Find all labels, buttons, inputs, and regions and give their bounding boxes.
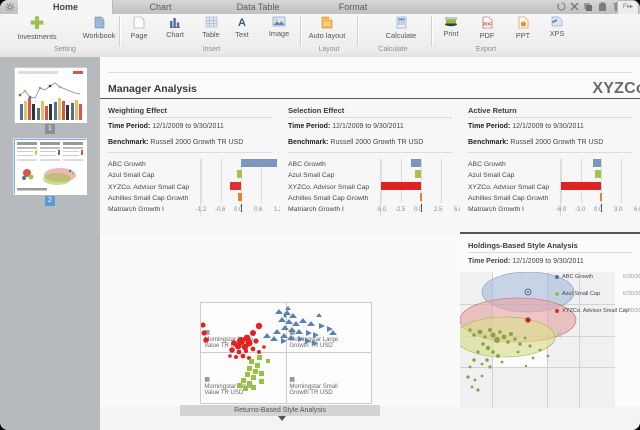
- svg-text:A: A: [238, 17, 246, 28]
- svg-text:PDF: PDF: [483, 22, 492, 27]
